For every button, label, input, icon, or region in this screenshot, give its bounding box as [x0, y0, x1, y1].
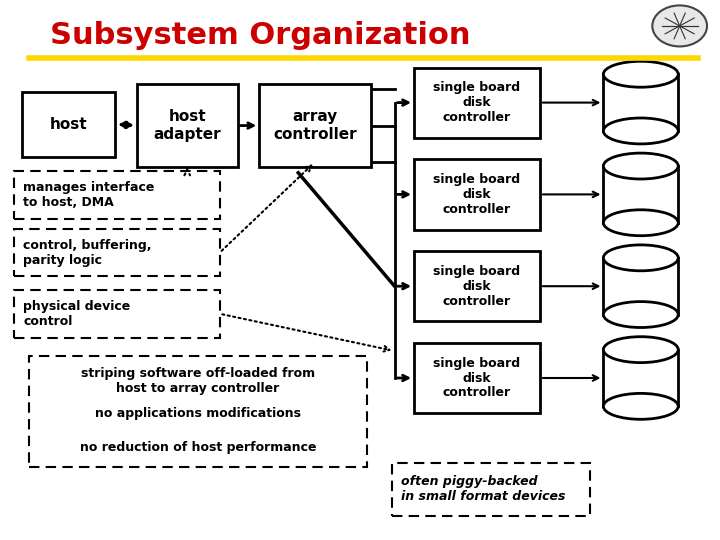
Bar	[603, 350, 678, 406]
Text: single board
disk
controller: single board disk controller	[433, 81, 521, 124]
Bar	[603, 74, 678, 131]
FancyBboxPatch shape	[259, 84, 371, 167]
FancyBboxPatch shape	[414, 68, 540, 138]
FancyBboxPatch shape	[14, 290, 220, 338]
FancyBboxPatch shape	[29, 356, 367, 467]
Text: control, buffering,
parity logic: control, buffering, parity logic	[23, 239, 151, 267]
Text: single board
disk
controller: single board disk controller	[433, 356, 521, 400]
Ellipse shape	[603, 210, 678, 235]
Text: Subsystem Organization: Subsystem Organization	[50, 21, 471, 50]
Ellipse shape	[603, 153, 678, 179]
FancyBboxPatch shape	[14, 171, 220, 219]
Text: manages interface
to host, DMA: manages interface to host, DMA	[23, 181, 154, 209]
Bar	[603, 258, 678, 314]
Text: single board
disk
controller: single board disk controller	[433, 173, 521, 216]
Text: physical device
control: physical device control	[23, 300, 130, 328]
FancyBboxPatch shape	[414, 251, 540, 321]
Ellipse shape	[603, 118, 678, 144]
Ellipse shape	[603, 337, 678, 363]
Text: no applications modifications: no applications modifications	[95, 408, 301, 421]
Text: host: host	[50, 117, 87, 132]
Text: often piggy-backed
in small format devices: often piggy-backed in small format devic…	[401, 475, 565, 503]
FancyBboxPatch shape	[414, 159, 540, 230]
Text: array
controller: array controller	[273, 109, 357, 141]
Circle shape	[652, 5, 707, 46]
Ellipse shape	[603, 393, 678, 419]
Ellipse shape	[603, 245, 678, 271]
FancyBboxPatch shape	[392, 463, 590, 516]
Ellipse shape	[603, 301, 678, 327]
FancyBboxPatch shape	[14, 229, 220, 276]
FancyBboxPatch shape	[137, 84, 238, 167]
FancyBboxPatch shape	[414, 343, 540, 413]
Bar	[603, 166, 678, 223]
Text: host
adapter: host adapter	[153, 109, 221, 141]
Text: single board
disk
controller: single board disk controller	[433, 265, 521, 308]
Text: no reduction of host performance: no reduction of host performance	[80, 441, 316, 454]
Text: striping software off-loaded from
host to array controller: striping software off-loaded from host t…	[81, 367, 315, 395]
FancyBboxPatch shape	[22, 92, 115, 157]
Ellipse shape	[603, 61, 678, 87]
